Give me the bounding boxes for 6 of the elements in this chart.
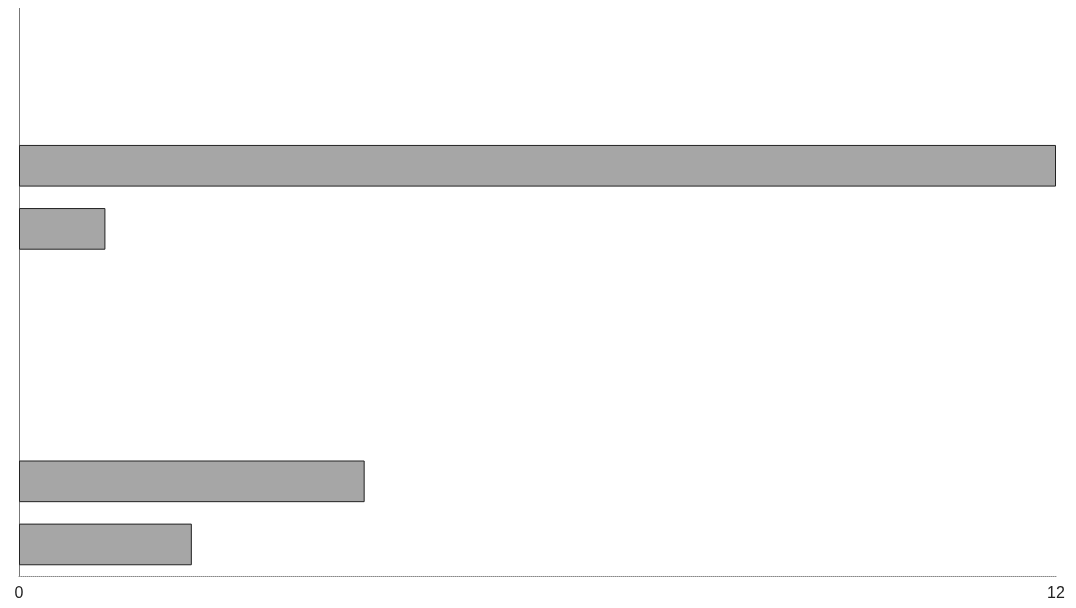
x-tick-label: 0 (14, 583, 24, 601)
bar (19, 144, 1056, 187)
x-tick-label: 12 (1047, 583, 1065, 601)
bar (19, 523, 192, 566)
bar (19, 208, 106, 250)
bar (19, 460, 365, 503)
